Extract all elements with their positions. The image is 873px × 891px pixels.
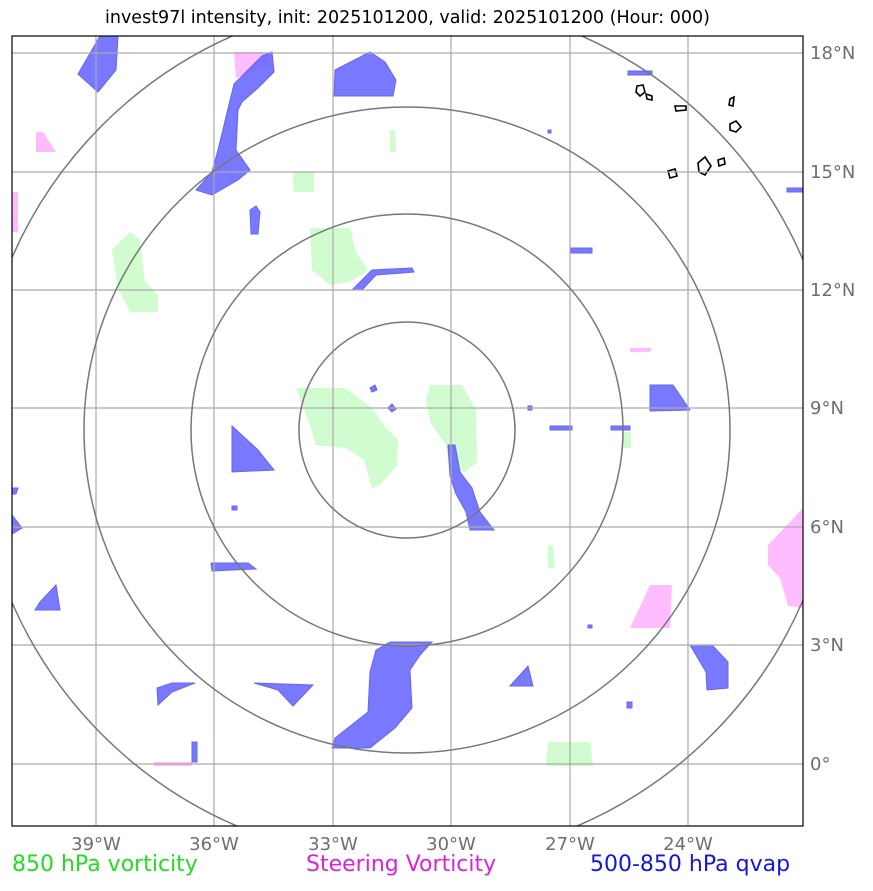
map-title: invest97l intensity, init: 2025101200, v… bbox=[105, 8, 710, 28]
qvap-area bbox=[369, 384, 378, 393]
island-outline bbox=[674, 105, 687, 112]
steering-vorticity-area bbox=[630, 348, 652, 352]
qvap-layer bbox=[12, 36, 803, 763]
island-outline bbox=[635, 84, 646, 98]
lat-label: 18°N bbox=[810, 43, 855, 64]
vorticity-850-area bbox=[390, 130, 396, 152]
qvap-area bbox=[331, 641, 434, 749]
lat-label: 12°N bbox=[810, 280, 855, 301]
qvap-area bbox=[549, 425, 573, 431]
range-ring bbox=[12, 36, 803, 826]
map-frame bbox=[11, 35, 804, 827]
island-outline bbox=[697, 155, 712, 177]
qvap-area bbox=[547, 129, 552, 134]
qvap-area bbox=[249, 205, 261, 235]
legend-steering-vorticity: Steering Vorticity bbox=[306, 852, 497, 877]
qvap-area bbox=[156, 682, 196, 707]
range-ring bbox=[190, 213, 624, 647]
range-ring bbox=[83, 106, 731, 754]
qvap-area bbox=[649, 384, 691, 412]
qvap-area bbox=[253, 682, 315, 707]
lat-label: 6°N bbox=[810, 517, 844, 538]
graticule bbox=[12, 36, 803, 826]
steering-vorticity-area bbox=[36, 132, 56, 152]
lat-label: 15°N bbox=[810, 162, 855, 183]
qvap-area bbox=[34, 583, 61, 611]
vorticity-850-area bbox=[548, 545, 555, 568]
lat-label: 3°N bbox=[810, 635, 844, 656]
vorticity-850-area bbox=[622, 432, 631, 448]
qvap-area bbox=[195, 51, 275, 196]
qvap-area bbox=[191, 741, 198, 763]
island-outline bbox=[729, 120, 743, 133]
lon-label: 30°W bbox=[426, 834, 476, 855]
vorticity-850-area bbox=[293, 172, 314, 192]
lon-label: 39°W bbox=[71, 834, 121, 855]
qvap-area bbox=[210, 562, 258, 572]
legend-vorticity-850: 850 hPa vorticity bbox=[12, 852, 198, 877]
qvap-area bbox=[508, 664, 534, 687]
island-outline bbox=[667, 168, 678, 179]
lon-label: 36°W bbox=[189, 834, 239, 855]
qvap-area bbox=[626, 701, 633, 709]
lon-axis: 39°W 36°W 33°W 30°W 27°W 24°W bbox=[71, 834, 713, 855]
qvap-area bbox=[231, 424, 276, 473]
qvap-area bbox=[231, 505, 238, 511]
qvap-area bbox=[77, 36, 119, 93]
lat-axis: 18°N 15°N 12°N 9°N 6°N 3°N 0° bbox=[810, 43, 855, 775]
lat-label: 9°N bbox=[810, 398, 844, 419]
qvap-area bbox=[12, 514, 23, 535]
vorticity-850-area bbox=[296, 388, 398, 488]
qvap-area bbox=[333, 51, 397, 97]
island-outline bbox=[717, 156, 726, 168]
qvap-area bbox=[12, 487, 19, 495]
lon-label: 24°W bbox=[663, 834, 713, 855]
lon-label: 27°W bbox=[545, 834, 595, 855]
vorticity-850-area bbox=[112, 232, 158, 312]
steering-vorticity-area bbox=[768, 508, 803, 608]
range-rings bbox=[12, 36, 803, 826]
qvap-area bbox=[786, 187, 803, 193]
qvap-area bbox=[689, 644, 729, 691]
steering-vorticity-area bbox=[630, 585, 672, 628]
lat-label: 0° bbox=[810, 754, 830, 775]
steering-vorticity-area bbox=[12, 192, 18, 232]
range-ring bbox=[298, 321, 516, 539]
qvap-area bbox=[447, 444, 496, 531]
island-outline bbox=[644, 92, 653, 101]
qvap-area bbox=[587, 624, 593, 629]
island-outlines bbox=[635, 84, 743, 179]
island-outline bbox=[728, 95, 735, 107]
vorticity-850-area bbox=[310, 228, 368, 285]
qvap-area bbox=[610, 425, 631, 431]
qvap-area bbox=[570, 247, 593, 254]
legend-qvap: 500-850 hPa qvap bbox=[590, 852, 791, 877]
lon-label: 33°W bbox=[308, 834, 358, 855]
vorticity-850-layer bbox=[112, 130, 631, 766]
